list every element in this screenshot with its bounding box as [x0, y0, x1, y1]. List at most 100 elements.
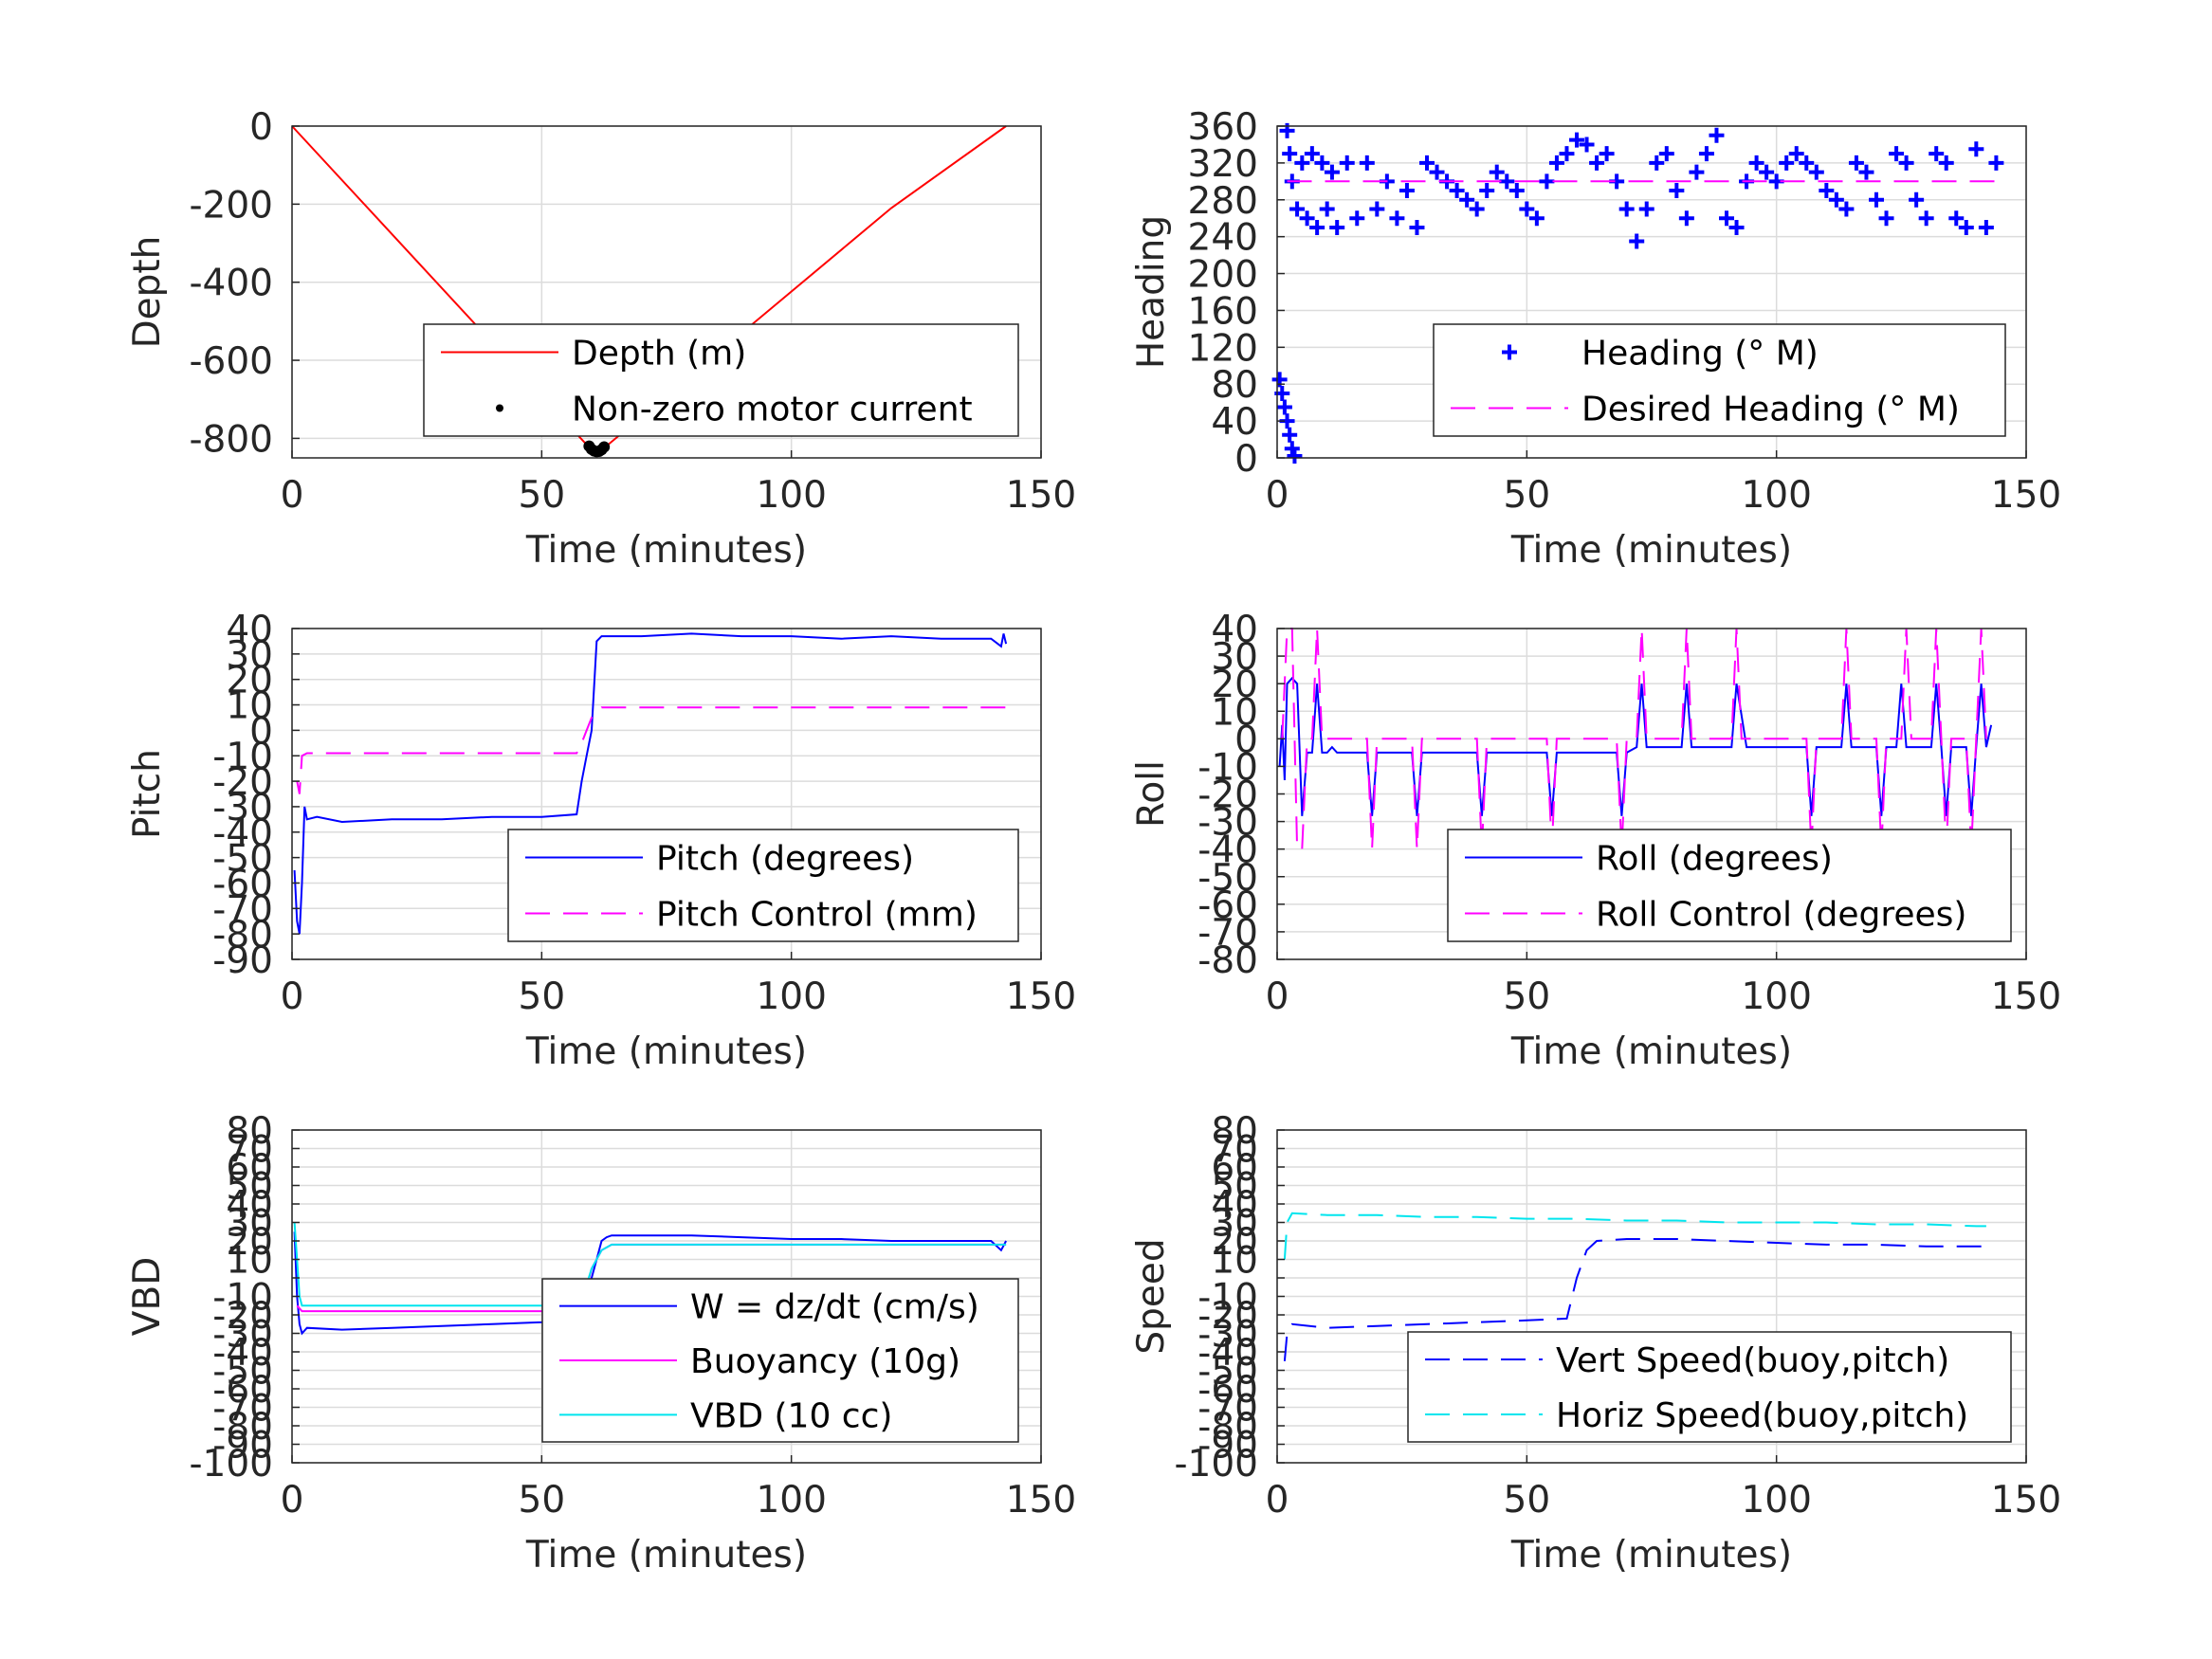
heading-point-55 — [1698, 146, 1714, 162]
heading-point-18 — [1329, 219, 1345, 235]
heading-point-33 — [1479, 183, 1495, 199]
speed-ytick-label-9: -10 — [1197, 1277, 1258, 1320]
heading-point-64 — [1788, 146, 1804, 162]
depth-legend: Depth (m) Non-zero motor current — [423, 323, 1019, 437]
speed-series-1 — [1283, 1212, 1986, 1260]
vbd-ytick-label-17: -90 — [212, 1425, 273, 1468]
heading-point-60 — [1748, 155, 1764, 171]
depth-ytick-label-0: 0 — [249, 106, 273, 149]
heading-point-44 — [1589, 155, 1605, 171]
pitch-ytick-label-9: -50 — [212, 838, 273, 881]
heading-point-36 — [1508, 183, 1525, 199]
pitch-xtick-label-2: 100 — [756, 975, 826, 1018]
vbd-panel: 0 50 100 1508070605040302010-10-20-30-40-50… — [126, 1110, 1076, 1577]
roll-ytick-label-5: -10 — [1197, 746, 1258, 789]
vbd-ytick-label-0: 80 — [226, 1110, 273, 1153]
vbd-ytick-label-11: -30 — [212, 1314, 273, 1357]
heading-point-43 — [1579, 137, 1595, 153]
heading-point-58 — [1728, 219, 1745, 235]
speed-ytick-label-2: 60 — [1211, 1147, 1258, 1190]
vbd-ytick-label-18: -100 — [189, 1443, 273, 1486]
depth-ytick-label-2: -400 — [189, 263, 273, 305]
pitch-legend-label-1: Pitch Control (mm) — [656, 896, 978, 935]
speed-ytick-label-7: 10 — [1211, 1240, 1258, 1283]
heading-point-4 — [1282, 427, 1298, 443]
heading-point-52 — [1669, 183, 1685, 199]
speed-legend-label-1: Horiz Speed(buoy,pitch) — [1556, 1396, 1968, 1435]
heading-point-83 — [1978, 219, 1994, 235]
pitch-ytick-label-11: -70 — [212, 888, 273, 931]
vbd-ytick-label-9: -10 — [212, 1277, 273, 1320]
vbd-ytick-label-5: 30 — [226, 1203, 273, 1246]
roll-xtick-label-3: 150 — [1991, 975, 2061, 1018]
depth-ytick-label-3: -600 — [189, 340, 273, 383]
depth-xtick-label-2: 100 — [756, 474, 826, 517]
pitch-ytick-label-4: 0 — [249, 710, 273, 753]
heading-ytick-label-5: 200 — [1188, 254, 1258, 297]
vbd-series-0 — [293, 1231, 1007, 1336]
heading-point-47 — [1618, 201, 1635, 217]
heading-point-66 — [1808, 164, 1824, 180]
speed-ytick-label-3: 50 — [1211, 1166, 1258, 1209]
heading-xtick-label-0: 0 — [1266, 474, 1289, 517]
speed-ytick-label-16: -80 — [1197, 1406, 1258, 1449]
heading-point-82 — [1968, 141, 1984, 157]
heading-ylabel: Heading — [1130, 215, 1173, 369]
heading-point-74 — [1889, 146, 1905, 162]
speed-xtick-label-0: 0 — [1266, 1479, 1289, 1522]
roll-ytick-label-4: 0 — [1234, 719, 1258, 761]
roll-legend-box — [1447, 829, 2012, 942]
heading-point-42 — [1569, 132, 1584, 148]
heading-point-77 — [1918, 210, 1934, 227]
vbd-ytick-label-2: 60 — [226, 1147, 273, 1190]
vbd-xlabel: Time (minutes) — [525, 1534, 807, 1577]
roll-series-0 — [1278, 676, 1993, 816]
speed-ytick-label-13: -50 — [1197, 1351, 1258, 1394]
roll-xtick-label-2: 100 — [1741, 975, 1811, 1018]
heading-xtick-label-1: 50 — [1504, 474, 1551, 517]
roll-ytick-label-11: -70 — [1197, 912, 1258, 955]
heading-axis-box — [1276, 125, 2027, 459]
speed-legend-box — [1407, 1331, 2012, 1443]
speed-legend: Vert Speed(buoy,pitch) Horiz Speed(buoy,p… — [1407, 1331, 2012, 1443]
heading-legend-box — [1433, 323, 2006, 437]
heading-point-27 — [1419, 155, 1435, 171]
vbd-xtick-label-0: 0 — [281, 1479, 304, 1522]
depth-panel: 0 50 100 150 0 -200 -400 -600 -800 Time (minutes)… — [126, 106, 1076, 572]
heading-xtick-label-3: 150 — [1991, 474, 2061, 517]
pitch-series-line-1 — [296, 706, 1007, 794]
pitch-legend-box — [507, 829, 1019, 942]
heading-point-54 — [1689, 164, 1705, 180]
depth-ylabel: Depth — [126, 236, 169, 349]
heading-point-70 — [1848, 155, 1864, 171]
pitch-series-1 — [296, 706, 1007, 794]
depth-series-1 — [583, 440, 611, 458]
pitch-legend: Pitch (degrees) Pitch Control (mm) — [507, 829, 1019, 942]
vbd-legend-label-1: Buoyancy (10g) — [690, 1342, 960, 1381]
heading-point-56 — [1709, 127, 1725, 143]
heading-legend: Heading (° M) Desired Heading (° M) — [1433, 323, 2006, 437]
speed-xtick-label-1: 50 — [1504, 1479, 1551, 1522]
pitch-ytick-label-8: -40 — [212, 812, 273, 855]
speed-ytick-label-6: 20 — [1211, 1221, 1258, 1264]
roll-ytick-label-2: 20 — [1211, 664, 1258, 706]
heading-point-30 — [1449, 183, 1465, 199]
pitch-series-0 — [293, 632, 1008, 935]
heading-point-28 — [1429, 164, 1445, 180]
vbd-ytick-label-13: -50 — [212, 1351, 273, 1394]
heading-point-76 — [1909, 191, 1925, 208]
heading-point-12 — [1299, 210, 1315, 227]
pitch-ylabel: Pitch — [126, 749, 169, 839]
heading-ytick-label-0: 0 — [1234, 438, 1258, 481]
depth-ytick-label-4: -800 — [189, 418, 273, 461]
pitch-ytick-label-1: 30 — [226, 634, 273, 677]
vbd-xtick-label-1: 50 — [519, 1479, 566, 1522]
speed-ytick-label-11: -30 — [1197, 1314, 1258, 1357]
speed-xlabel: Time (minutes) — [1510, 1534, 1792, 1577]
heading-point-80 — [1948, 210, 1965, 227]
heading-point-67 — [1819, 183, 1835, 199]
depth-axis-box — [291, 125, 1042, 459]
vbd-legend: W = dz/dt (cm/s) Buoyancy (10g) VBD (10 cc… — [541, 1278, 1019, 1443]
vbd-ytick-label-4: 40 — [226, 1184, 273, 1227]
